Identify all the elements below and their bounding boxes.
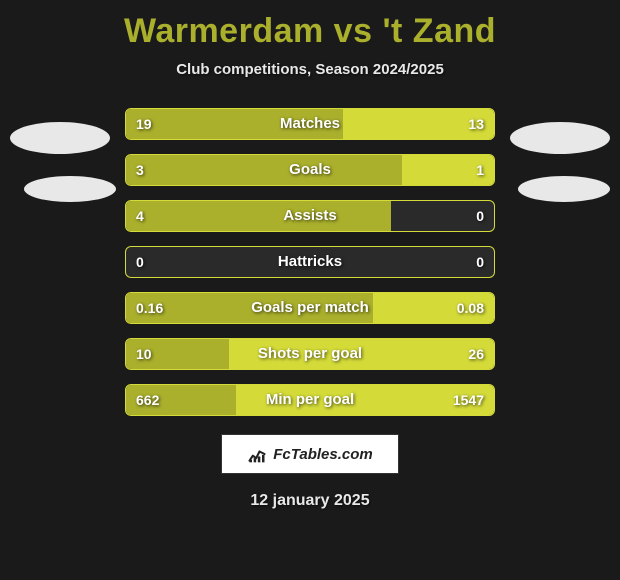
player-silhouette-right <box>510 122 610 154</box>
player-silhouette-left <box>10 122 110 154</box>
player-silhouette-left <box>24 176 116 202</box>
stat-value-left: 3 <box>136 155 144 185</box>
chart-icon <box>247 444 267 464</box>
stat-label: Assists <box>126 201 494 231</box>
stat-label: Min per goal <box>126 385 494 415</box>
stats-bars: Matches1913Goals31Assists40Hattricks00Go… <box>125 108 495 416</box>
stat-label: Hattricks <box>126 247 494 277</box>
stat-value-left: 19 <box>136 109 152 139</box>
stat-value-right: 13 <box>468 109 484 139</box>
stat-value-right: 0 <box>476 247 484 277</box>
stat-value-right: 26 <box>468 339 484 369</box>
footer-date: 12 january 2025 <box>0 492 620 510</box>
stat-label: Goals <box>126 155 494 185</box>
stat-row: Hattricks0 0 <box>125 246 495 278</box>
stat-row: Shots per goal10 26 <box>125 338 495 370</box>
stat-value-left: 662 <box>136 385 159 415</box>
subtitle: Club competitions, Season 2024/2025 <box>0 61 620 78</box>
stat-row: Matches19 13 <box>125 108 495 140</box>
stat-value-right: 1547 <box>453 385 484 415</box>
stat-row: Assists4 0 <box>125 200 495 232</box>
stat-value-left: 10 <box>136 339 152 369</box>
player-silhouette-right <box>518 176 610 202</box>
stat-value-right: 1 <box>476 155 484 185</box>
stat-label: Shots per goal <box>126 339 494 369</box>
stat-row: Goals per match0.16 0.08 <box>125 292 495 324</box>
stat-label: Matches <box>126 109 494 139</box>
stat-value-left: 0.16 <box>136 293 163 323</box>
logo-text: FcTables.com <box>273 446 372 463</box>
logo-box: FcTables.com <box>221 434 399 474</box>
stat-label: Goals per match <box>126 293 494 323</box>
page-title: Warmerdam vs 't Zand <box>0 0 620 51</box>
stat-row: Min per goal662 1547 <box>125 384 495 416</box>
stat-value-left: 4 <box>136 201 144 231</box>
stat-value-right: 0.08 <box>457 293 484 323</box>
stat-value-right: 0 <box>476 201 484 231</box>
stat-row: Goals3 1 <box>125 154 495 186</box>
stat-value-left: 0 <box>136 247 144 277</box>
